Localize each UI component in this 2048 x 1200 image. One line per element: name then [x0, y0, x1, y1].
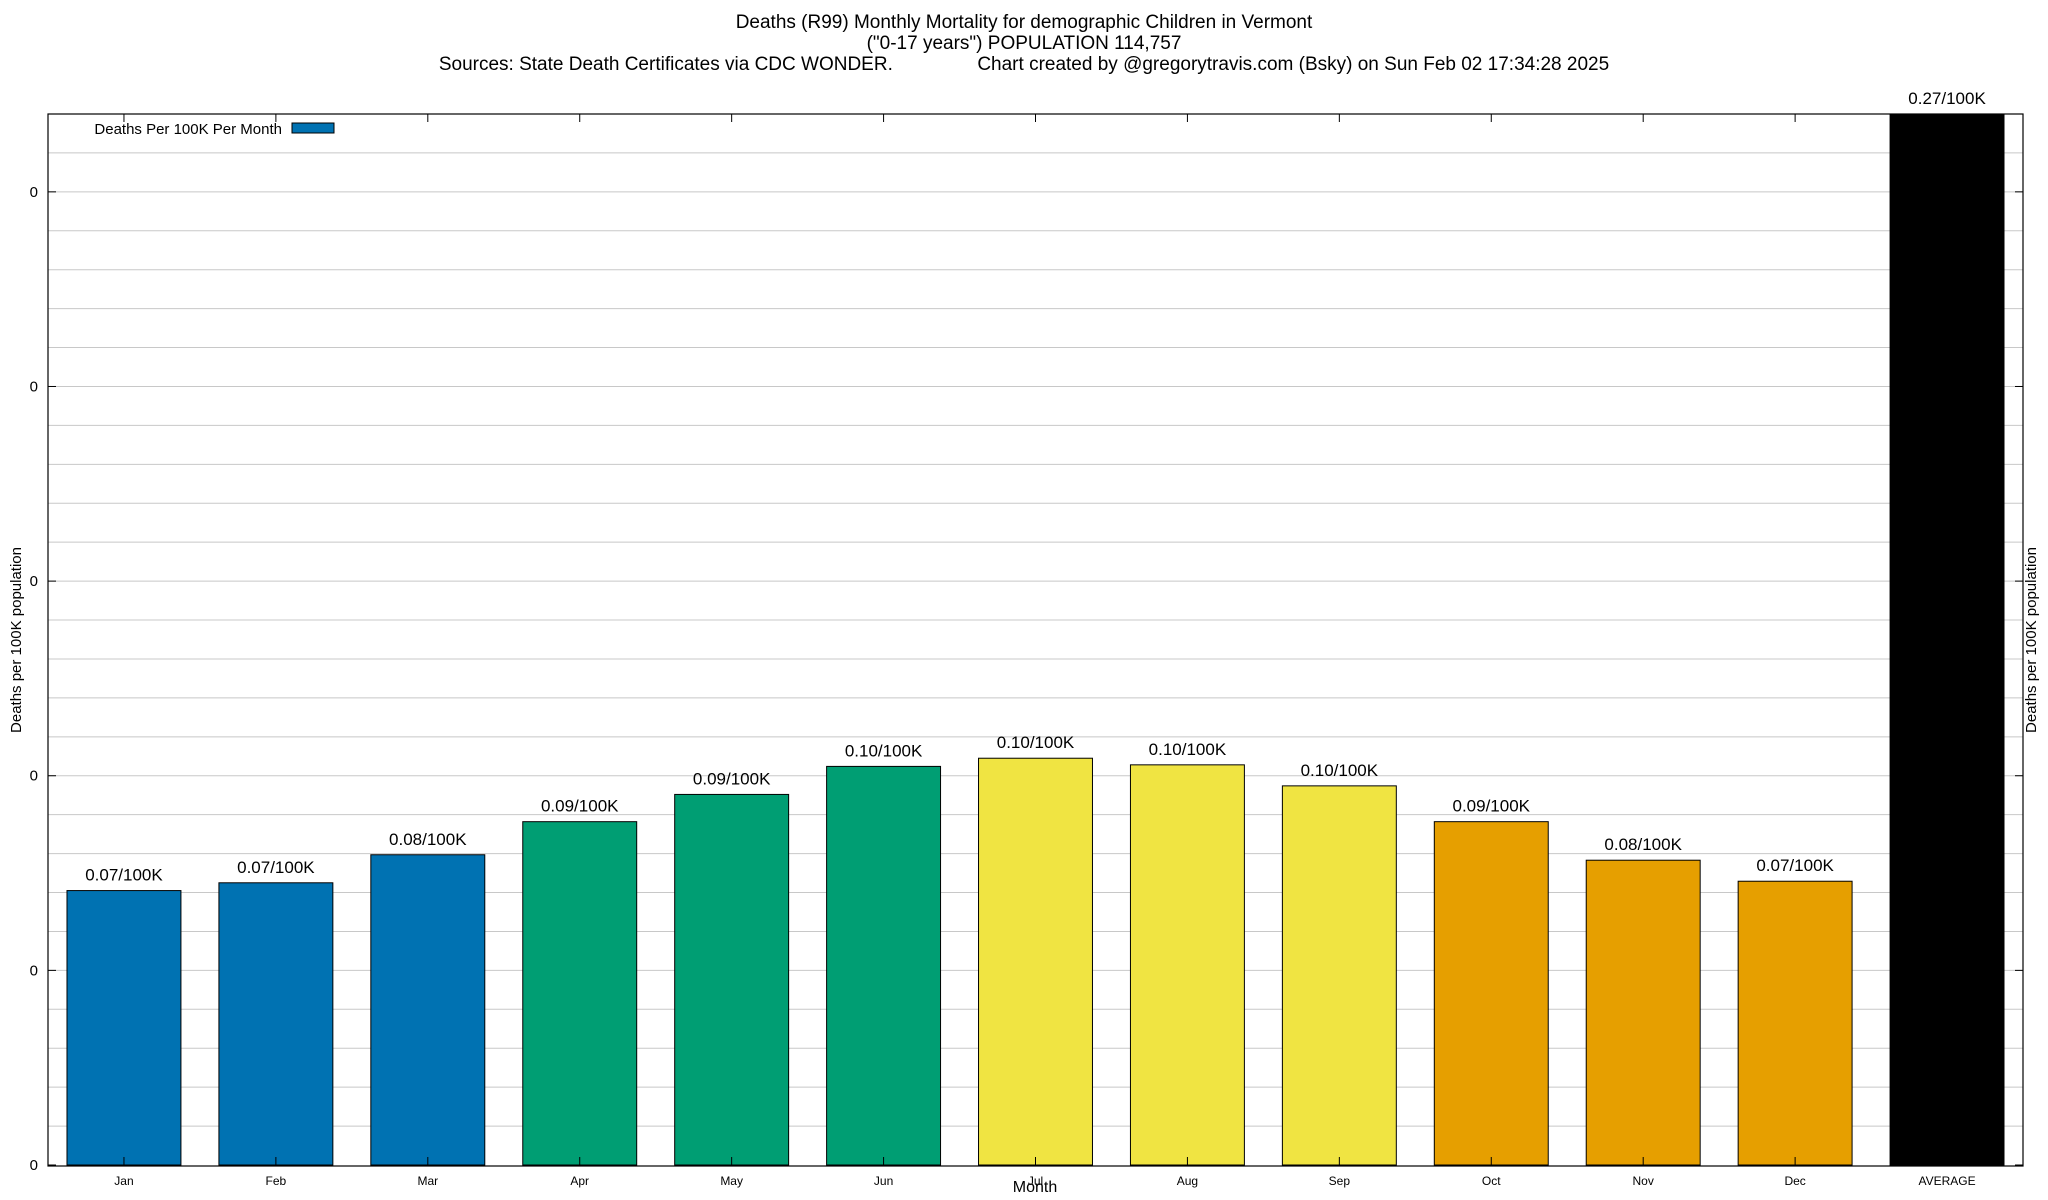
- chart-credit: Chart created by @gregorytravis.com (Bsk…: [977, 54, 1610, 75]
- axis-ticks: 0 0 0 0 0 0 Jan Feb Mar Apr May Jun Jul Aug Sep Oct Nov D…: [30, 114, 2023, 1188]
- y2-axis-label: Deaths per 100K population: [2023, 547, 2040, 733]
- bar-may: [674, 793, 790, 1166]
- bar-average: [1889, 113, 2005, 1166]
- data-label: 0.10/100K: [1301, 761, 1379, 780]
- x-axis-label: Month: [1013, 1179, 1057, 1196]
- bar-oct: [1433, 821, 1549, 1166]
- bar-nov: [1585, 859, 1701, 1166]
- x-tick-label: Aug: [1177, 1174, 1198, 1188]
- legend: Deaths Per 100K Per Month: [94, 121, 335, 138]
- data-label: 0.10/100K: [997, 733, 1075, 752]
- data-label: 0.10/100K: [1149, 740, 1227, 759]
- x-tick-label: Jun: [874, 1174, 893, 1188]
- data-label: 0.08/100K: [1604, 835, 1682, 854]
- x-tick-label: AVERAGE: [1918, 1174, 1975, 1188]
- y-tick-label: 0: [30, 378, 38, 395]
- y-axis-label: Deaths per 100K population: [8, 547, 25, 733]
- data-label: 0.07/100K: [1756, 856, 1834, 875]
- y-tick-label: 0: [30, 962, 38, 979]
- bar-apr: [522, 821, 638, 1166]
- legend-label: Deaths Per 100K Per Month: [94, 121, 282, 138]
- data-label: 0.08/100K: [389, 830, 467, 849]
- chart-sources: Sources: State Death Certificates via CD…: [438, 54, 893, 75]
- x-tick-label: Mar: [417, 1174, 438, 1188]
- x-tick-label: Feb: [266, 1174, 287, 1188]
- x-tick-label: Jan: [114, 1174, 133, 1188]
- chart-source-line: Sources: State Death Certificates via CD…: [0, 54, 2048, 75]
- bar-jul: [978, 757, 1093, 1166]
- data-label: 0.27/100K: [1908, 89, 1986, 108]
- bar-aug: [1129, 764, 1245, 1166]
- bars: [66, 113, 2005, 1166]
- x-tick-label: Sep: [1329, 1174, 1351, 1188]
- chart-title-block: Deaths (R99) Monthly Mortality for demog…: [0, 12, 2048, 75]
- bar-jun: [826, 765, 942, 1166]
- bar-mar: [370, 854, 486, 1166]
- y-tick-label: 0: [30, 184, 38, 201]
- x-tick-label: Jul: [1028, 1174, 1043, 1188]
- chart-subtitle: ("0-17 years") POPULATION 114,757: [866, 33, 1182, 54]
- data-label: 0.07/100K: [237, 858, 315, 877]
- x-tick-label: Oct: [1482, 1174, 1501, 1188]
- bar-sep: [1281, 785, 1397, 1166]
- x-tick-label: May: [720, 1174, 743, 1188]
- data-labels: 0.07/100K 0.07/100K 0.08/100K 0.09/100K 0.09…: [85, 89, 1986, 885]
- data-label: 0.10/100K: [845, 741, 923, 760]
- chart-title: Deaths (R99) Monthly Mortality for demog…: [735, 12, 1313, 33]
- x-tick-label: Apr: [570, 1174, 589, 1188]
- x-tick-label: Dec: [1784, 1174, 1805, 1188]
- data-label: 0.09/100K: [693, 769, 771, 788]
- x-tick-label: Nov: [1633, 1174, 1654, 1188]
- legend-swatch: [291, 122, 335, 134]
- bar-feb: [218, 882, 334, 1166]
- data-label: 0.07/100K: [85, 866, 163, 885]
- data-label: 0.09/100K: [541, 797, 619, 816]
- data-label: 0.09/100K: [1453, 797, 1531, 816]
- y-tick-label: 0: [30, 768, 38, 785]
- bar-jan: [66, 890, 182, 1166]
- y-tick-label: 0: [30, 573, 38, 590]
- y-tick-label: 0: [30, 1157, 38, 1174]
- bar-dec: [1737, 880, 1853, 1166]
